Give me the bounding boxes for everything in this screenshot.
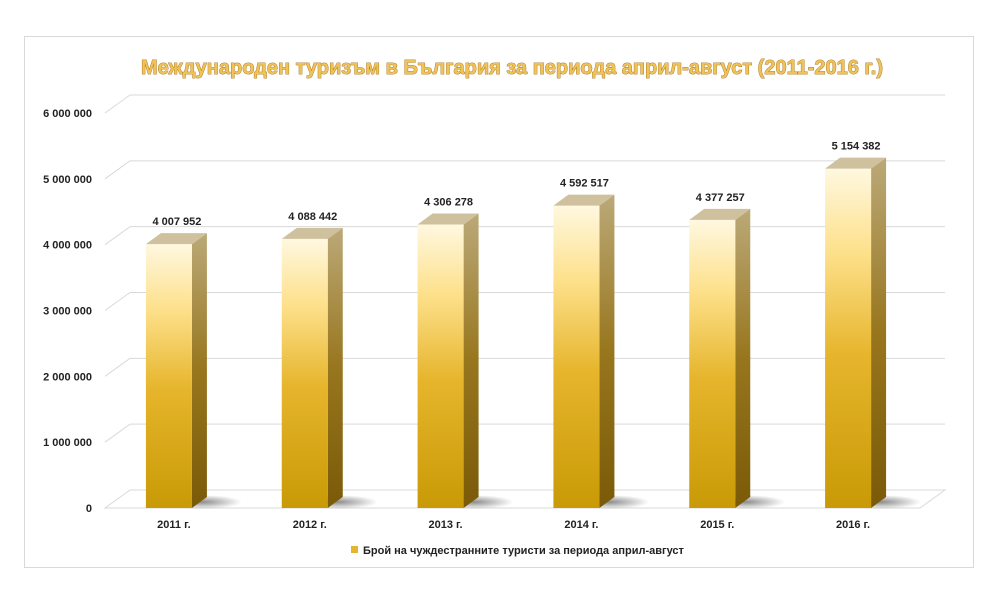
bar-side [599,194,615,508]
gridline-slant [104,292,131,311]
x-tick-label: 2011 г. [157,519,190,531]
data-label: 4 306 278 [424,197,473,209]
legend: Брой на чуждестранните туристи за период… [351,545,685,557]
x-tick-label: 2016 г. [836,519,870,531]
bar-side [735,208,751,509]
bar-side [327,227,343,508]
data-label: 4 377 257 [696,192,745,204]
gridlines [104,94,945,443]
bar-side [191,233,207,508]
data-labels: 4 007 952 4 088 442 4 306 278 4 592 517 4 37… [152,141,880,228]
bar-front [825,168,872,508]
x-tick-label: 2012 г. [293,519,327,531]
x-tick-label: 2014 г. [564,519,598,531]
bar [689,208,751,509]
bar-side [871,157,887,508]
gridline-slant [104,423,131,443]
y-tick-label: 3 000 000 [43,306,92,318]
bars [145,157,887,509]
bar-side [463,213,479,509]
x-tick-label: 2013 г. [429,519,463,531]
data-label: 4 088 442 [288,211,337,223]
bar [145,233,207,508]
y-tick-label: 1 000 000 [43,437,92,449]
bar-front [145,244,192,508]
x-axis-ticks: 2011 г. 2012 г. 2013 г. 2014 г. 2015 г. 2016 … [157,519,870,531]
bar-front [553,205,600,508]
gridline-slant [104,160,131,180]
bar-cap [553,194,615,206]
y-tick-label: 2 000 000 [43,371,92,383]
chart-title: Международен туризъм в България за перио… [141,57,883,79]
bar [553,194,615,508]
bar-cap [145,233,207,245]
y-tick-label: 4 000 000 [43,240,92,252]
legend-label: Брой на чуждестранните туристи за период… [363,545,685,557]
bar [417,213,479,509]
y-tick-label: 5 000 000 [43,174,92,186]
bar-cap [689,208,751,220]
bar-cap [825,157,887,169]
gridline-slant [104,226,131,246]
y-tick-label: 0 [86,503,92,515]
bar-cap [417,213,479,225]
bar-front [689,219,736,509]
data-label: 5 154 382 [832,141,881,153]
gridline-slant [104,357,131,377]
y-tick-label: 6 000 000 [43,108,92,120]
bar-cap [281,227,343,239]
data-label: 4 592 517 [560,178,609,190]
bar-front [417,224,464,509]
data-label: 4 007 952 [152,216,201,228]
legend-swatch [351,546,358,553]
bar [825,157,887,508]
gridline-slant [104,94,131,114]
x-tick-label: 2015 г. [700,519,734,531]
bar [281,227,343,508]
y-axis-ticks: 0 1 000 000 2 000 000 3 000 000 4 000 000 5 0… [43,108,92,515]
bar-front [281,238,328,508]
